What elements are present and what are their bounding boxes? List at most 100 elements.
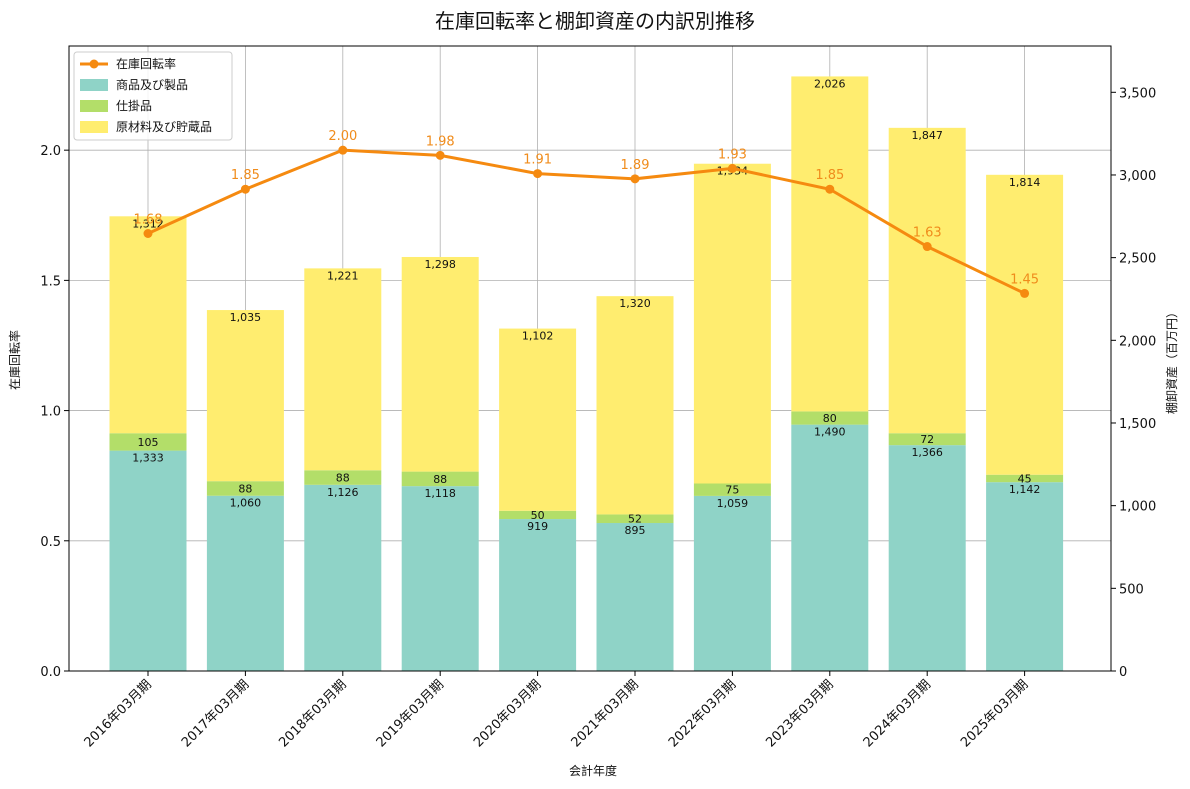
legend-label: 仕掛品 xyxy=(116,98,152,113)
turnover-data-label: 1.89 xyxy=(621,158,650,173)
bar-3 xyxy=(791,76,869,412)
bar-data-label: 52 xyxy=(628,513,642,526)
y-axis-left-title: 在庫回転率 xyxy=(7,330,22,390)
x-tick-label: 2016年03月期 xyxy=(82,677,155,750)
bar-1 xyxy=(791,424,869,671)
bar-data-label: 1,333 xyxy=(132,452,164,465)
bar-2 xyxy=(401,471,479,487)
bar-data-label: 1,060 xyxy=(230,497,262,510)
turnover-point xyxy=(435,150,445,160)
bar-1 xyxy=(304,484,382,671)
bar-data-label: 88 xyxy=(238,482,252,495)
turnover-point xyxy=(727,163,737,173)
y-left-tick-label: 1.5 xyxy=(40,274,61,289)
legend-swatch xyxy=(80,100,108,112)
plot-frame xyxy=(68,45,1112,672)
bar-data-label: 72 xyxy=(920,433,934,446)
turnover-data-label: 1.85 xyxy=(231,168,260,183)
bar-2 xyxy=(791,411,869,425)
turnover-data-label: 1.68 xyxy=(134,213,163,228)
bar-1 xyxy=(986,482,1064,671)
y-left-tick-label: 2.0 xyxy=(40,144,61,159)
bar-data-label: 919 xyxy=(527,520,548,533)
bar-data-label: 1,814 xyxy=(1009,176,1041,189)
y-right-tick-label: 2,000 xyxy=(1119,334,1156,349)
y-left-tick-label: 1.0 xyxy=(40,405,61,420)
bar-2 xyxy=(109,433,187,451)
legend-label: 在庫回転率 xyxy=(116,56,176,71)
bar-data-label: 50 xyxy=(531,509,545,522)
y-right-tick-label: 500 xyxy=(1119,582,1144,597)
bar-1 xyxy=(401,486,479,671)
bar-data-label: 105 xyxy=(138,436,159,449)
bar-data-label: 1,312 xyxy=(132,217,164,230)
bar-1 xyxy=(596,523,674,671)
turnover-point xyxy=(533,169,543,179)
turnover-point xyxy=(922,242,932,252)
chart-title: 在庫回転率と棚卸資産の内訳別推移 xyxy=(435,9,755,33)
bar-data-label: 1,142 xyxy=(1009,483,1041,496)
bar-data-label: 80 xyxy=(823,412,837,425)
turnover-data-label: 1.85 xyxy=(815,168,844,183)
y-right-tick-label: 1,000 xyxy=(1119,500,1156,515)
bar-1 xyxy=(499,519,577,671)
turnover-data-label: 1.63 xyxy=(913,226,942,241)
legend-line-marker xyxy=(89,59,99,69)
y-right-tick-label: 3,500 xyxy=(1119,86,1156,101)
x-tick-label: 2024年03月期 xyxy=(861,677,934,750)
legend-label: 原材料及び貯蔵品 xyxy=(116,120,212,134)
bar-data-label: 2,026 xyxy=(814,77,846,90)
turnover-point xyxy=(630,174,640,184)
bar-2 xyxy=(693,483,771,496)
x-tick-label: 2023年03月期 xyxy=(763,677,836,750)
bar-1 xyxy=(888,445,966,671)
x-tick-label: 2019年03月期 xyxy=(374,677,447,750)
turnover-line xyxy=(147,148,1026,295)
x-axis-title: 会計年度 xyxy=(569,763,617,778)
y-right-tick-label: 2,500 xyxy=(1119,252,1156,267)
x-tick-label: 2021年03月期 xyxy=(569,677,642,750)
bar-data-label: 1,490 xyxy=(814,426,846,439)
turnover-point xyxy=(825,184,835,194)
bar-2 xyxy=(986,474,1064,483)
legend-label: 商品及び製品 xyxy=(116,77,188,92)
legend-swatch xyxy=(80,121,108,133)
y-right-tick-label: 0 xyxy=(1119,665,1127,680)
bar-data-label: 75 xyxy=(725,484,739,497)
bar-3 xyxy=(401,256,479,472)
bar-3 xyxy=(888,127,966,434)
x-tick-label: 2022年03月期 xyxy=(666,677,739,750)
bar-data-label: 45 xyxy=(1018,472,1032,485)
line-layer: 1.68 1.85 2.00 1.98 1.91 1.89 1.93 1.85 1.63 1.45 xyxy=(134,129,1039,298)
bar-1 xyxy=(693,495,771,671)
bar-data-label: 1,126 xyxy=(327,486,359,499)
bar-data-label: 1,102 xyxy=(522,330,554,343)
turnover-data-label: 1.91 xyxy=(523,153,552,168)
bar-data-label: 1,221 xyxy=(327,269,359,282)
bar-3 xyxy=(693,163,771,484)
bar-3 xyxy=(304,268,382,471)
x-tick-label: 2025年03月期 xyxy=(958,677,1031,750)
bar-data-label: 1,059 xyxy=(717,497,749,510)
turnover-point xyxy=(240,184,250,194)
turnover-point xyxy=(143,229,153,238)
y-left-tick-label: 0.0 xyxy=(40,665,61,680)
y-right-tick-label: 3,000 xyxy=(1119,169,1156,184)
bar-3 xyxy=(206,310,284,482)
bar-data-label: 1,298 xyxy=(424,258,456,271)
turnover-data-label: 1.93 xyxy=(718,147,747,162)
bar-2 xyxy=(206,481,284,496)
legend-box xyxy=(73,51,233,141)
bar-data-label: 1,035 xyxy=(230,311,262,324)
bar-2 xyxy=(888,433,966,446)
bar-data-label: 1,847 xyxy=(911,129,943,142)
turnover-point xyxy=(338,145,348,155)
turnover-data-label: 1.45 xyxy=(1010,272,1039,287)
turnover-data-label: 1.98 xyxy=(426,134,455,149)
x-tick-label: 2020年03月期 xyxy=(471,677,544,750)
x-tick-label: 2017年03月期 xyxy=(179,677,252,750)
bar-3 xyxy=(986,174,1064,475)
